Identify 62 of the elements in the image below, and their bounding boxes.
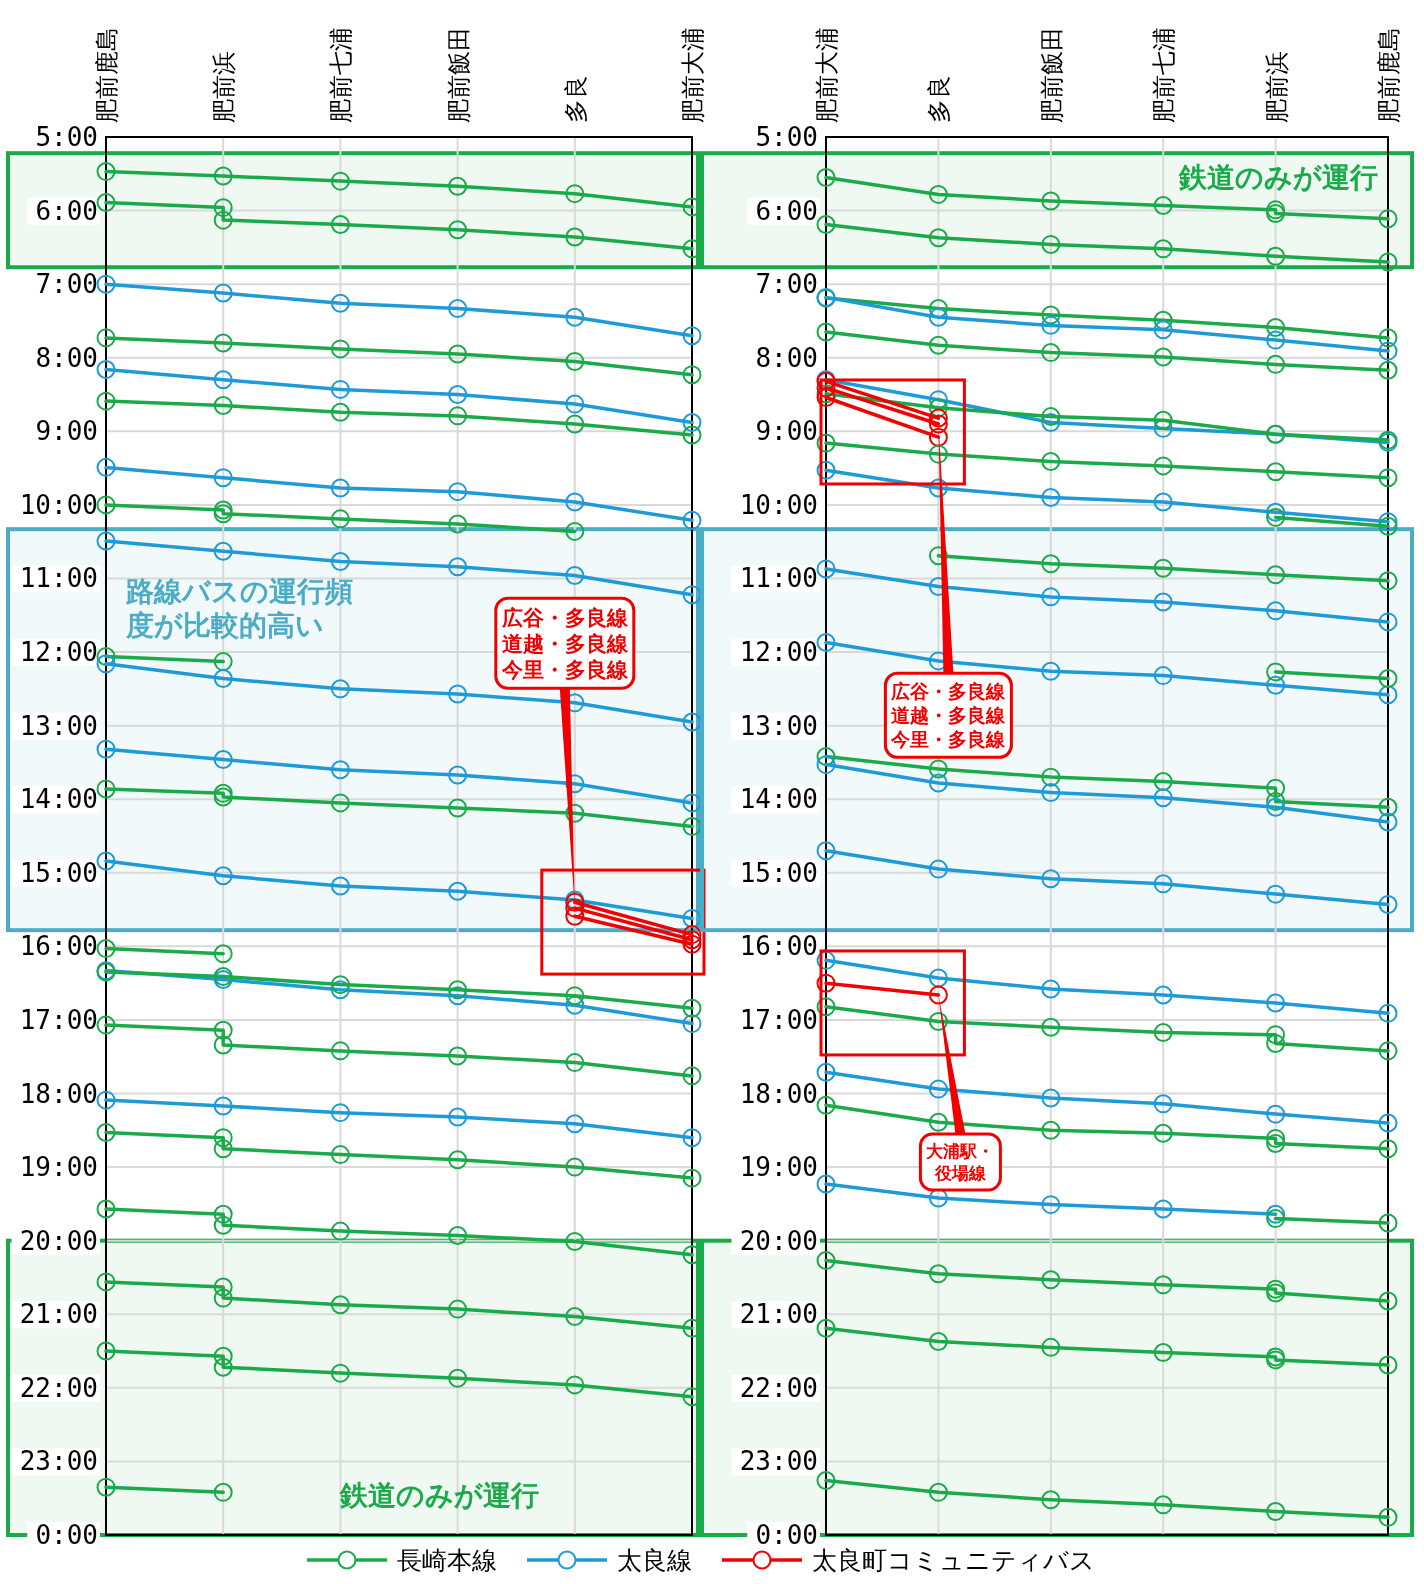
y-tick-label: 23:00 [19,1446,98,1477]
y-tick-label: 6:00 [755,195,818,226]
y-tick-label: 10:00 [739,489,818,520]
y-tick-label: 14:00 [739,784,818,815]
y-tick-label: 6:00 [35,195,98,226]
y-tick-label: 12:00 [19,637,98,668]
y-tick-label: 21:00 [19,1299,98,1330]
legend-label: 太良線 [617,1546,692,1575]
y-tick-label: 22:00 [19,1372,98,1403]
y-tick-label: 9:00 [755,416,818,447]
callout: 広谷・多良線道越・多良線今里・多良線 [494,596,636,690]
x-tick-label: 肥前鹿島 [93,27,121,123]
y-tick-label: 18:00 [19,1078,98,1109]
x-tick-label: 肥前飯田 [1037,27,1066,123]
y-tick-label: 17:00 [19,1004,98,1035]
x-tick-label: 肥前浜 [1262,51,1291,123]
x-tick-label: 肥前大浦 [813,27,841,123]
y-tick-label: 8:00 [35,342,98,373]
y-tick-label: 13:00 [739,710,818,741]
y-tick-label: 16:00 [739,931,818,962]
x-tick-label: 肥前飯田 [444,27,473,123]
x-tick-label: 肥前鹿島 [1375,27,1403,123]
y-tick-label: 14:00 [19,784,98,815]
y-tick-label: 5:00 [755,122,818,152]
y-tick-label: 7:00 [35,269,98,300]
annotation: 大浦駅・役場線 [926,1140,995,1183]
annotation: 広谷・多良線道越・多良線今里・多良線 [500,606,629,683]
y-tick-label: 20:00 [739,1225,818,1256]
x-tick-label: 多良 [925,75,954,123]
x-tick-label: 肥前七浦 [327,27,356,123]
y-tick-label: 8:00 [755,342,818,373]
y-tick-label: 18:00 [739,1078,818,1109]
y-tick-label: 5:00 [35,122,98,152]
annotation: 広谷・多良線道越・多良線今里・多良線 [890,680,1007,751]
band-label: 鉄道のみが運行 [339,1479,539,1512]
y-tick-label: 11:00 [19,563,98,594]
y-tick-label: 21:00 [739,1299,818,1330]
band-label: 鉄道のみが運行 [1179,161,1378,195]
callout: 広谷・多良線道越・多良線今里・多良線 [883,671,1013,759]
y-tick-label: 0:00 [35,1520,98,1550]
y-tick-label: 10:00 [19,489,98,520]
y-tick-label: 20:00 [19,1225,98,1256]
y-tick-label: 16:00 [19,931,98,962]
x-tick-label: 多良 [561,75,590,123]
y-tick-label: 19:00 [739,1152,818,1183]
y-tick-label: 23:00 [739,1446,818,1477]
y-tick-label: 7:00 [755,269,818,300]
y-tick-label: 15:00 [739,857,818,888]
x-tick-label: 肥前大浦 [679,27,707,123]
y-tick-label: 19:00 [19,1152,98,1183]
x-tick-label: 肥前七浦 [1150,27,1179,123]
y-tick-label: 11:00 [739,563,818,594]
y-tick-label: 17:00 [739,1004,818,1035]
y-tick-label: 13:00 [19,710,98,741]
callout: 大浦駅・役場線 [918,1132,1002,1192]
band-label: 路線バスの運行頻度が比較的高い [126,575,353,643]
y-tick-label: 22:00 [739,1372,818,1403]
legend-label: 長崎本線 [397,1546,497,1575]
x-tick-label: 肥前浜 [210,51,239,123]
y-tick-label: 15:00 [19,857,98,888]
y-tick-label: 12:00 [739,637,818,668]
y-tick-label: 9:00 [35,416,98,447]
